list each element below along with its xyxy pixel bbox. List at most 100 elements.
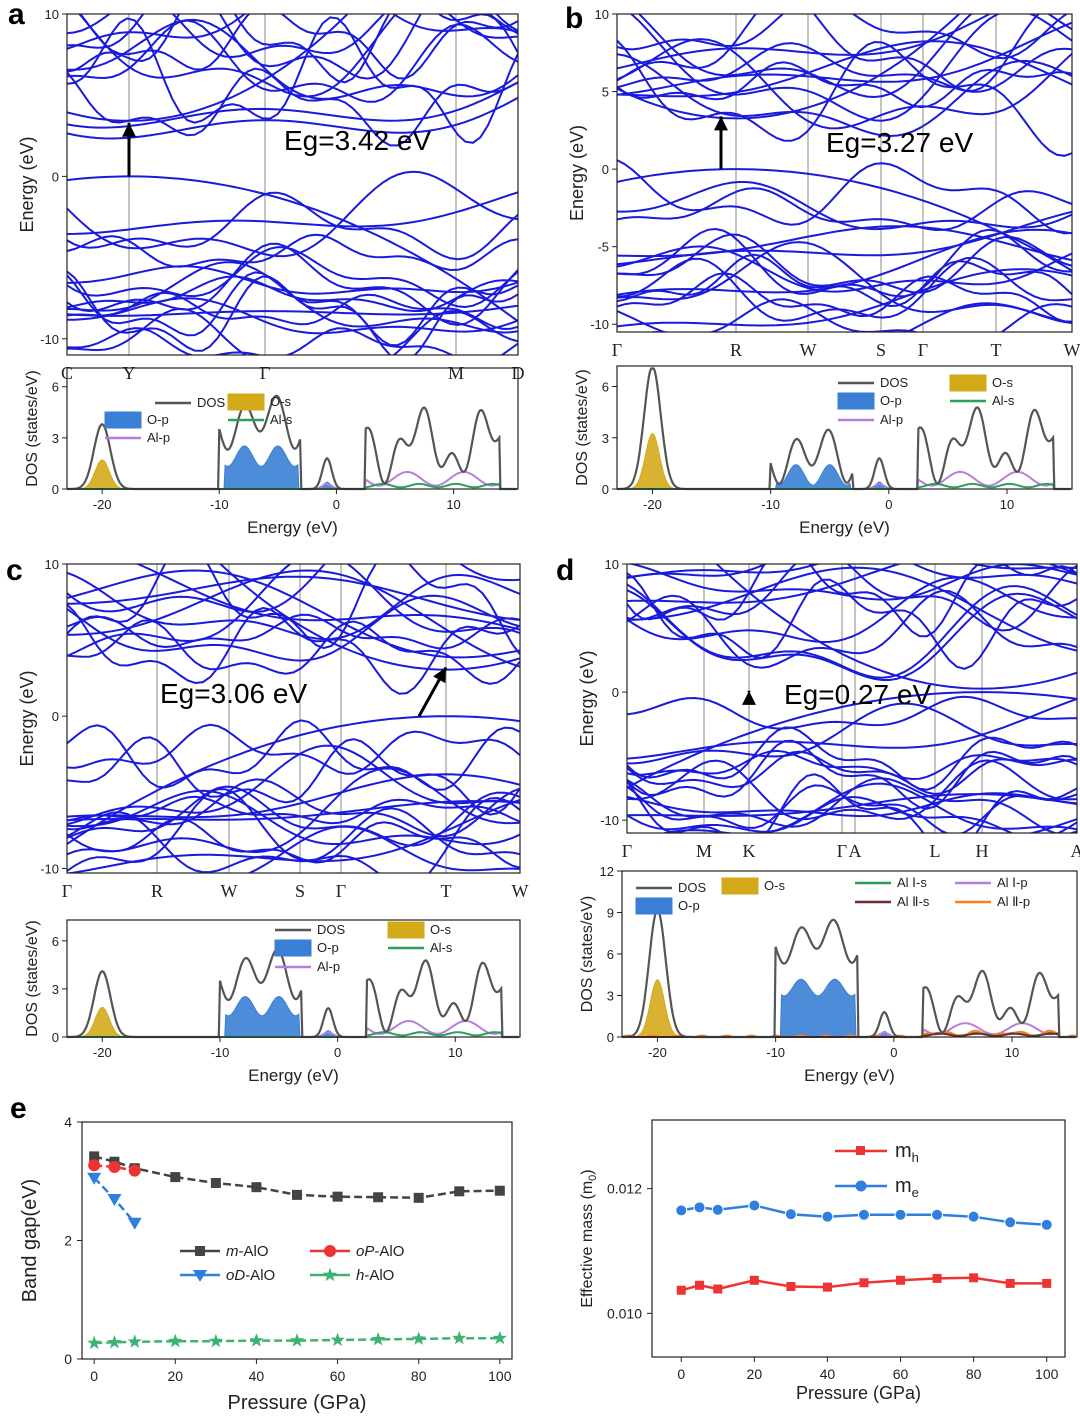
band-ytick-label: 0 [52,169,59,184]
kpoint-label: Γ [336,881,346,901]
kpoint-label: R [151,881,163,901]
kpoint-label: W [221,881,238,901]
valence-band [627,739,1077,810]
marker-square [413,1192,424,1203]
dos-xtick-label: -10 [210,497,229,512]
kpoint-label: T [441,881,452,901]
valence-band [627,759,1077,821]
valence-band [627,697,1077,760]
gap-label: Eg=0.27 eV [784,679,931,710]
valence-band [617,159,1072,235]
conduction-band [67,575,520,621]
xtick-label: 0 [677,1366,685,1382]
legend-suffix: -AlO [374,1243,404,1260]
legend-swatch [949,374,987,392]
marker-square [1042,1278,1052,1288]
valence-band [67,719,520,791]
marker-circle [1040,1218,1053,1231]
valence-band [645,298,1072,332]
band-frame [66,563,521,874]
legend-label: Al Ⅰ-p [997,875,1028,890]
dos-panel-d: -20 -10 0 10 0 3 6 9 12 Energy (eV) DOS (states/eV… [579,864,1078,1085]
dos-xlabel: Energy (eV) [804,1066,895,1085]
marker-square [676,1285,686,1295]
dos-frame [616,365,1073,490]
series-oD-AlO [87,1172,142,1230]
valence-band [67,297,518,335]
conduction-band [617,14,992,70]
valence-band [67,800,520,822]
kpoint-label: A [849,841,862,861]
kpoint-label: Y [123,363,136,383]
valence-band [617,302,1072,332]
legend-label: Al Ⅰ-s [897,875,927,890]
conduction-band [617,14,1041,92]
valence-band [67,736,520,816]
marker-square [494,1185,505,1196]
vbm-band [67,175,518,323]
valence-band [247,825,520,873]
marker-triangle [193,1270,207,1282]
valence-band [67,233,518,272]
kpoint-label: Γ [260,363,270,383]
conduction-band [67,594,520,662]
marker-star [289,1333,305,1347]
legend-label: Al-s [430,940,453,955]
band-ytick-label: -10 [600,813,619,828]
conduction-band [627,564,1077,601]
conduction-band [637,14,1072,99]
dos-xtick-label: -20 [93,1045,112,1060]
marker-circle [748,1199,761,1212]
legend-swatch [721,877,759,895]
dos-xtick-label: 0 [334,1045,341,1060]
valence-band [67,271,518,347]
conduction-band [617,42,1072,93]
marker-square [695,1280,705,1290]
kpoint-label: W [1064,340,1080,360]
valence-band [67,798,520,873]
xlabel: Pressure (GPa) [796,1383,921,1403]
legend-label: Al-p [147,430,170,445]
legend-label: O-p [317,940,339,955]
conduction-band [67,569,520,659]
dos-xtick-label: 10 [1005,1045,1019,1060]
legend-label: Al-s [270,412,293,427]
kpoint-label: W [800,340,817,360]
marker-circle [857,1208,870,1221]
gap-chart-frame [81,1121,513,1360]
legend-label: Al Ⅱ-p [997,894,1030,909]
gap-label: Eg=3.42 eV [284,125,431,156]
marker-circle [821,1210,834,1223]
gap-label: Eg=3.06 eV [160,678,307,709]
marker-circle [784,1208,797,1221]
conduction-band [67,613,520,650]
marker-triangle [127,1217,142,1230]
kpoint-label: S [295,881,305,901]
legend-suffix: -AlO [239,1243,269,1260]
kpoint-label: R [730,340,742,360]
xtick-label: 80 [411,1368,427,1384]
marker-star [107,1334,122,1349]
marker-star [492,1330,507,1345]
dos-xtick-label: 0 [885,497,892,512]
marker-circle [894,1208,907,1221]
legend-swatch [227,393,265,411]
legend-item: m-AlO [180,1243,269,1260]
dos-xtick-label: -10 [766,1045,785,1060]
legend-label: Al-s [992,393,1015,408]
valence-band [627,795,1077,833]
ylabel-sub: 0 [587,1175,599,1181]
panel-letter: d [556,554,574,587]
legend-swatch [104,411,142,429]
legend-label: DOS [880,375,909,390]
xtick-label: 20 [747,1366,763,1382]
dos-ytick-label: 12 [600,864,614,879]
conduction-band [67,14,518,59]
xtick-label: 20 [168,1368,184,1384]
vbm-band [617,168,1072,272]
dos-ytick-label: 0 [602,482,609,497]
xtick-label: 60 [893,1366,909,1382]
dos-xlabel: Energy (eV) [248,1066,339,1085]
legend-label: O-p [678,898,700,913]
